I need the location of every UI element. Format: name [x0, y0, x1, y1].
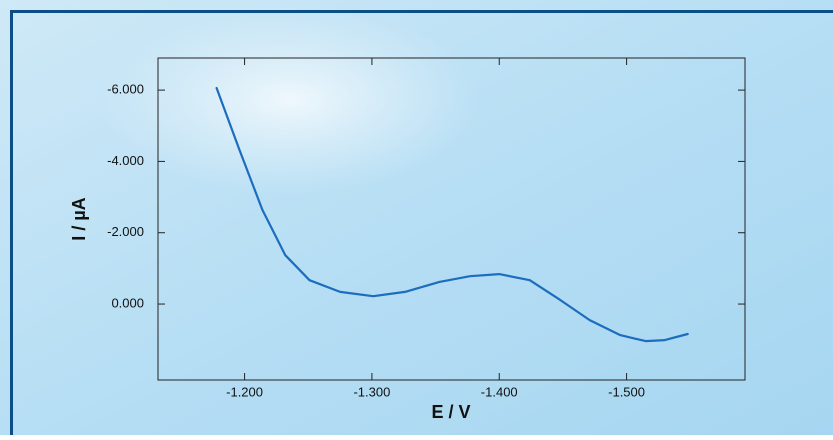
- x-tick-label: -1.400: [481, 384, 518, 399]
- y-axis-label: I / µA: [69, 197, 89, 240]
- background-shell: [100, 5, 480, 195]
- x-tick-label: -1.300: [353, 384, 390, 399]
- x-tick-label: -1.200: [226, 384, 263, 399]
- y-tick-label: 0.000: [111, 295, 144, 310]
- y-tick-label: -2.000: [107, 224, 144, 239]
- x-tick-label: -1.500: [608, 384, 645, 399]
- x-axis-label: E / V: [431, 402, 470, 422]
- y-tick-label: -6.000: [107, 82, 144, 97]
- y-tick-label: -4.000: [107, 153, 144, 168]
